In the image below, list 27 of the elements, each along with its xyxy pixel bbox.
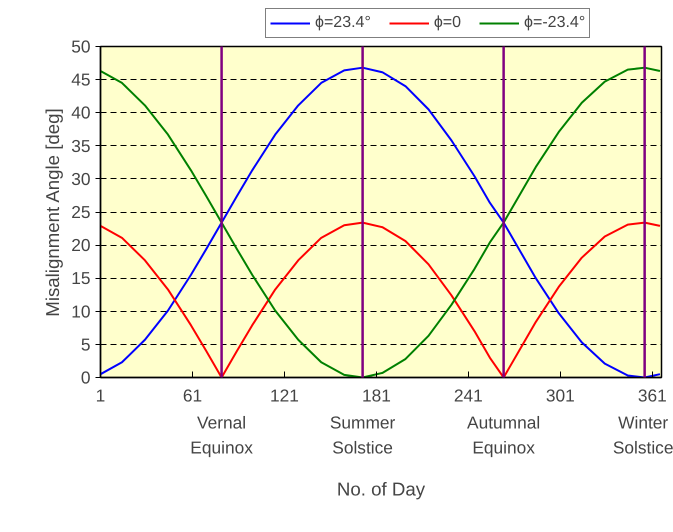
ref-line-label: Vernal Equinox xyxy=(190,412,254,458)
y-tick-label: 15 xyxy=(71,268,91,288)
ref-line-label: Winter Solstice xyxy=(612,412,673,458)
y-tick-label: 35 xyxy=(71,136,91,156)
ref-line-label: Summer Solstice xyxy=(330,412,396,458)
y-tick-label: 40 xyxy=(71,102,91,123)
legend-label: ϕ=0 xyxy=(434,14,462,32)
y-tick-label: 25 xyxy=(71,202,91,222)
legend-label: ϕ=-23.4° xyxy=(524,14,586,32)
x-tick-label: 121 xyxy=(270,386,299,406)
legend-label: ϕ=23.4° xyxy=(315,14,371,32)
y-axis-title: Misalignment Angle [deg] xyxy=(42,108,64,317)
ref-line-label: Autumnal Equinox xyxy=(467,412,540,458)
y-tick-label: 30 xyxy=(71,168,91,189)
y-tick-label: 20 xyxy=(71,235,91,256)
x-tick-label: 361 xyxy=(638,386,667,406)
x-tick-label: 181 xyxy=(362,386,391,406)
y-tick-label: 45 xyxy=(71,70,91,90)
x-tick-label: 1 xyxy=(96,386,106,406)
x-tick-label: 301 xyxy=(546,386,575,406)
y-tick-label: 50 xyxy=(71,36,91,56)
y-tick-label: 10 xyxy=(71,301,91,322)
x-tick-label: 61 xyxy=(182,386,202,406)
x-axis-title: No. of Day xyxy=(336,478,426,500)
y-tick-label: 5 xyxy=(80,334,91,354)
y-tick-label: 0 xyxy=(80,368,91,388)
x-tick-label: 241 xyxy=(454,386,483,406)
